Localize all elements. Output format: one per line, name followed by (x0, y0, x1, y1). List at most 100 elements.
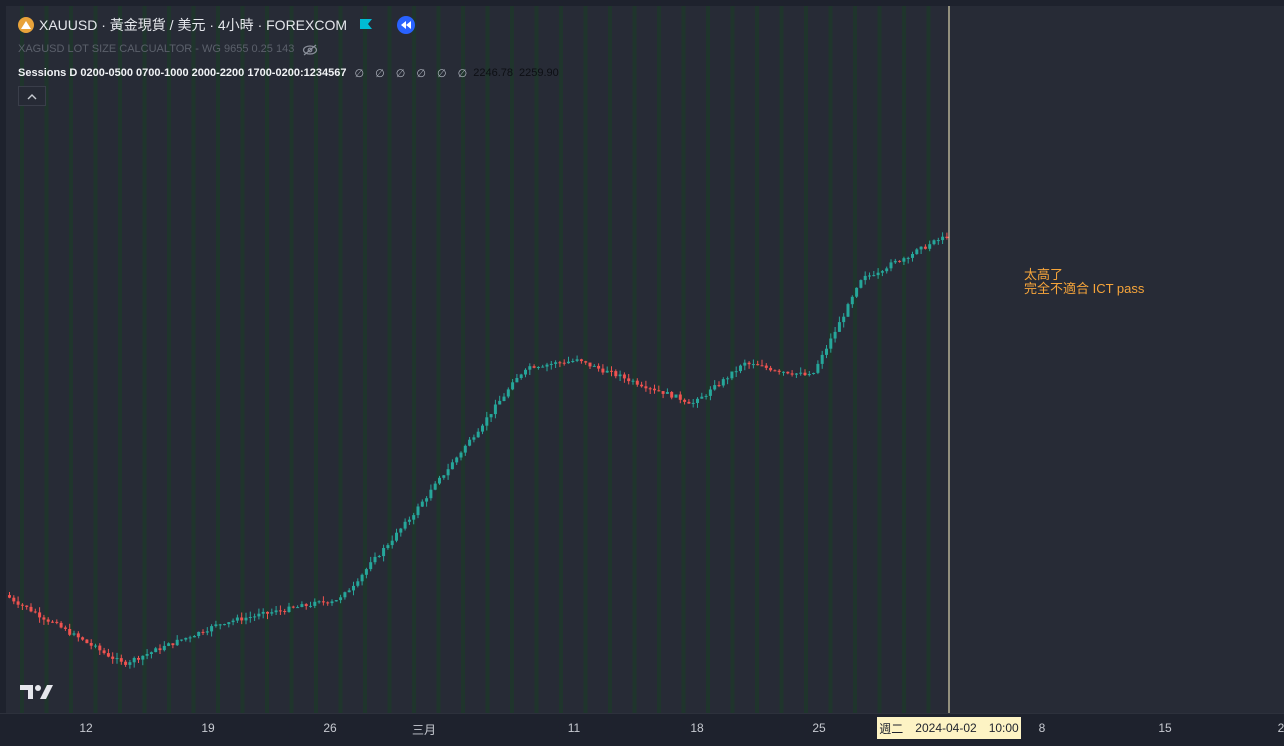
collapse-legend-button[interactable] (18, 86, 46, 106)
candle-up (115, 658, 119, 660)
candle-up (893, 260, 897, 263)
candle-down (76, 633, 80, 638)
rewind-icon[interactable] (397, 16, 416, 34)
candle-up (489, 414, 493, 418)
session-band (216, 6, 220, 713)
candle-down (562, 362, 566, 364)
candle-down (81, 637, 85, 640)
price-chart[interactable] (6, 6, 1284, 713)
candle-up (72, 633, 76, 635)
candle-up (184, 637, 188, 640)
candle-up (468, 439, 472, 446)
session-band (436, 6, 441, 713)
candle-down (898, 260, 902, 262)
candle-up (167, 643, 171, 646)
candle-up (502, 396, 506, 401)
annotation-line-1: 太高了 (1024, 267, 1064, 282)
session-band (559, 6, 563, 713)
chart-pane[interactable]: XAUUSD · 黃金現貨 / 美元 · 4小時 · FOREXCOM XAGU… (6, 6, 1284, 713)
candle-up (459, 452, 463, 458)
candle-up (700, 396, 704, 399)
candle-up (192, 636, 196, 638)
candle-up (846, 304, 850, 317)
session-band (510, 6, 514, 713)
candle-up (545, 364, 549, 367)
candle-down (63, 627, 67, 629)
candle-up (567, 361, 570, 364)
candle-up (708, 389, 712, 396)
session-band (191, 6, 196, 713)
candle-down (291, 606, 295, 608)
time-axis-tick: 8 (1038, 721, 1046, 735)
candle-up (575, 359, 579, 361)
symbol-legend[interactable]: XAUUSD · 黃金現貨 / 美元 · 4小時 · FOREXCOM (18, 16, 416, 34)
candle-up (592, 365, 596, 367)
session-band (118, 6, 122, 713)
candle-up (872, 275, 876, 277)
candle-down (201, 631, 205, 633)
candle-up (734, 371, 738, 373)
candle-down (803, 372, 807, 376)
crosshair-date: 2024-04-02 (915, 721, 977, 735)
candle-up (369, 562, 373, 570)
candle-down (33, 611, 37, 613)
candle-down (640, 384, 644, 387)
candle-up (210, 626, 214, 632)
candle-down (51, 621, 54, 623)
candle-down (119, 658, 123, 662)
candle-down (579, 359, 583, 362)
candle-up (425, 498, 429, 502)
time-axis[interactable]: 12 19 26 三月 11 18 25 8 15 2 週二 2024-04-0… (0, 713, 1284, 746)
candle-up (704, 395, 708, 397)
candle-up (395, 532, 398, 541)
candle-down (171, 643, 175, 646)
session-band (44, 6, 49, 713)
candle-down (68, 629, 72, 635)
candle-up (665, 392, 669, 394)
candle-up (450, 462, 454, 470)
time-axis-tick: 11 (567, 721, 581, 735)
candle-up (812, 373, 816, 374)
candle-up (825, 348, 828, 355)
candle-down (137, 658, 140, 660)
lot-size-indicator-legend[interactable]: XAGUSD LOT SIZE CALCUALTOR - WG 9655 0.2… (18, 42, 318, 56)
symbol-title: XAUUSD · 黃金現貨 / 美元 · 4小時 · FOREXCOM (39, 17, 348, 33)
candle-down (16, 601, 20, 605)
candle-up (154, 648, 158, 653)
candle-up (713, 385, 717, 390)
candle-up (472, 437, 476, 440)
candle-down (786, 371, 790, 374)
candle-down (769, 367, 773, 371)
session-band (363, 6, 367, 713)
candle-up (541, 366, 545, 368)
sessions-indicator-legend[interactable]: Sessions D 0200-0500 0700-1000 2000-2200… (18, 66, 559, 80)
candle-up (919, 246, 923, 250)
candle-up (188, 637, 192, 639)
session-band (583, 6, 588, 713)
candle-down (670, 392, 674, 398)
candle-up (253, 616, 257, 618)
candle-down (85, 639, 89, 644)
candle-up (356, 581, 360, 586)
candle-up (743, 362, 747, 366)
candle-up (833, 331, 837, 339)
candle-up (231, 620, 235, 623)
flag-icon[interactable] (359, 18, 373, 32)
candle-up (721, 379, 725, 386)
time-axis-tick: 三月 (411, 723, 437, 737)
eye-off-icon[interactable] (302, 43, 318, 56)
chart-annotation-text[interactable]: 太高了 完全不適合 ICT pass (1024, 268, 1144, 296)
tradingview-logo-icon[interactable] (20, 682, 54, 702)
session-band (730, 6, 735, 713)
candle-up (433, 483, 437, 490)
candle-down (25, 605, 29, 607)
candle-up (739, 365, 742, 372)
candle-up (691, 402, 695, 404)
candle-down (278, 610, 282, 612)
candle-up (906, 257, 910, 259)
candle-up (420, 501, 424, 507)
session-band (877, 6, 882, 713)
candle-down (717, 385, 721, 387)
candle-up (412, 515, 416, 520)
candle-down (55, 621, 59, 623)
